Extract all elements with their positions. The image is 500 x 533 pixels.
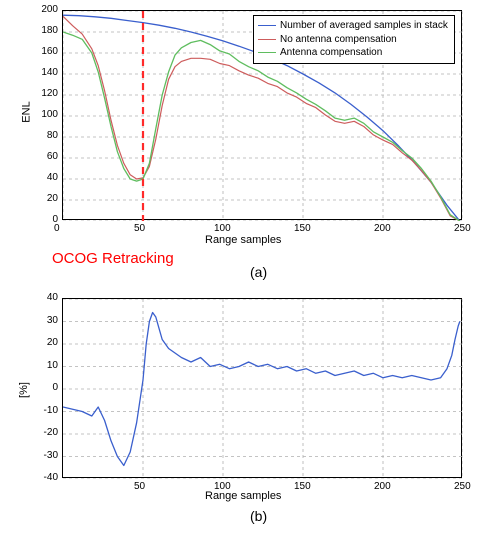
- legend-label: Antenna compensation: [280, 46, 382, 60]
- ytick-label: 200: [41, 4, 58, 15]
- ytick-label: 10: [47, 360, 58, 371]
- ytick-label: 0: [52, 382, 58, 393]
- xtick-label: 250: [454, 223, 471, 234]
- ytick-label: 140: [41, 67, 58, 78]
- ytick-label: 80: [47, 130, 58, 141]
- ytick-label: -30: [44, 450, 58, 461]
- xtick-label: 50: [134, 223, 145, 234]
- xtick-label: 100: [214, 223, 231, 234]
- ytick-label: 60: [47, 151, 58, 162]
- ytick-label: -10: [44, 405, 58, 416]
- ytick-label: 20: [47, 193, 58, 204]
- figure: Number of averaged samples in stackNo an…: [0, 0, 500, 533]
- xtick-label: 50: [134, 481, 145, 492]
- ytick-label: 30: [47, 315, 58, 326]
- panel-a: Number of averaged samples in stackNo an…: [0, 0, 500, 280]
- legend-swatch: [258, 52, 276, 53]
- ytick-label: 40: [47, 172, 58, 183]
- panel-b-svg: [63, 299, 463, 479]
- ytick-label: 0: [52, 214, 58, 225]
- xtick-label: 150: [294, 223, 311, 234]
- ytick-label: -20: [44, 427, 58, 438]
- legend-item: Antenna compensation: [258, 46, 450, 60]
- xtick-label: 100: [214, 481, 231, 492]
- xtick-label: 150: [294, 481, 311, 492]
- xtick-label: 200: [374, 223, 391, 234]
- xtick-label: 250: [454, 481, 471, 492]
- panel-b: [%] Range samples (b) 50100150200250-40-…: [0, 290, 500, 530]
- ytick-label: 20: [47, 337, 58, 348]
- panel-a-plot-area: Number of averaged samples in stackNo an…: [62, 10, 462, 220]
- panel-b-plot-area: [62, 298, 462, 478]
- panel-a-caption: (a): [250, 264, 267, 280]
- panel-a-xlabel: Range samples: [205, 234, 281, 246]
- panel-a-ylabel: ENL: [21, 101, 33, 122]
- legend-swatch: [258, 25, 276, 26]
- panel-b-ylabel: [%]: [18, 382, 30, 398]
- legend-item: No antenna compensation: [258, 33, 450, 47]
- legend-swatch: [258, 39, 276, 40]
- ytick-label: 40: [47, 292, 58, 303]
- panel-a-annotation: OCOG Retracking: [52, 250, 174, 267]
- legend-label: Number of averaged samples in stack: [280, 19, 448, 33]
- panel-b-caption: (b): [250, 508, 267, 524]
- ytick-label: -40: [44, 472, 58, 483]
- ytick-label: 120: [41, 88, 58, 99]
- legend-item: Number of averaged samples in stack: [258, 19, 450, 33]
- ytick-label: 100: [41, 109, 58, 120]
- legend-label: No antenna compensation: [280, 33, 397, 47]
- ytick-label: 180: [41, 25, 58, 36]
- ytick-label: 160: [41, 46, 58, 57]
- xtick-label: 200: [374, 481, 391, 492]
- panel-a-legend: Number of averaged samples in stackNo an…: [253, 15, 455, 64]
